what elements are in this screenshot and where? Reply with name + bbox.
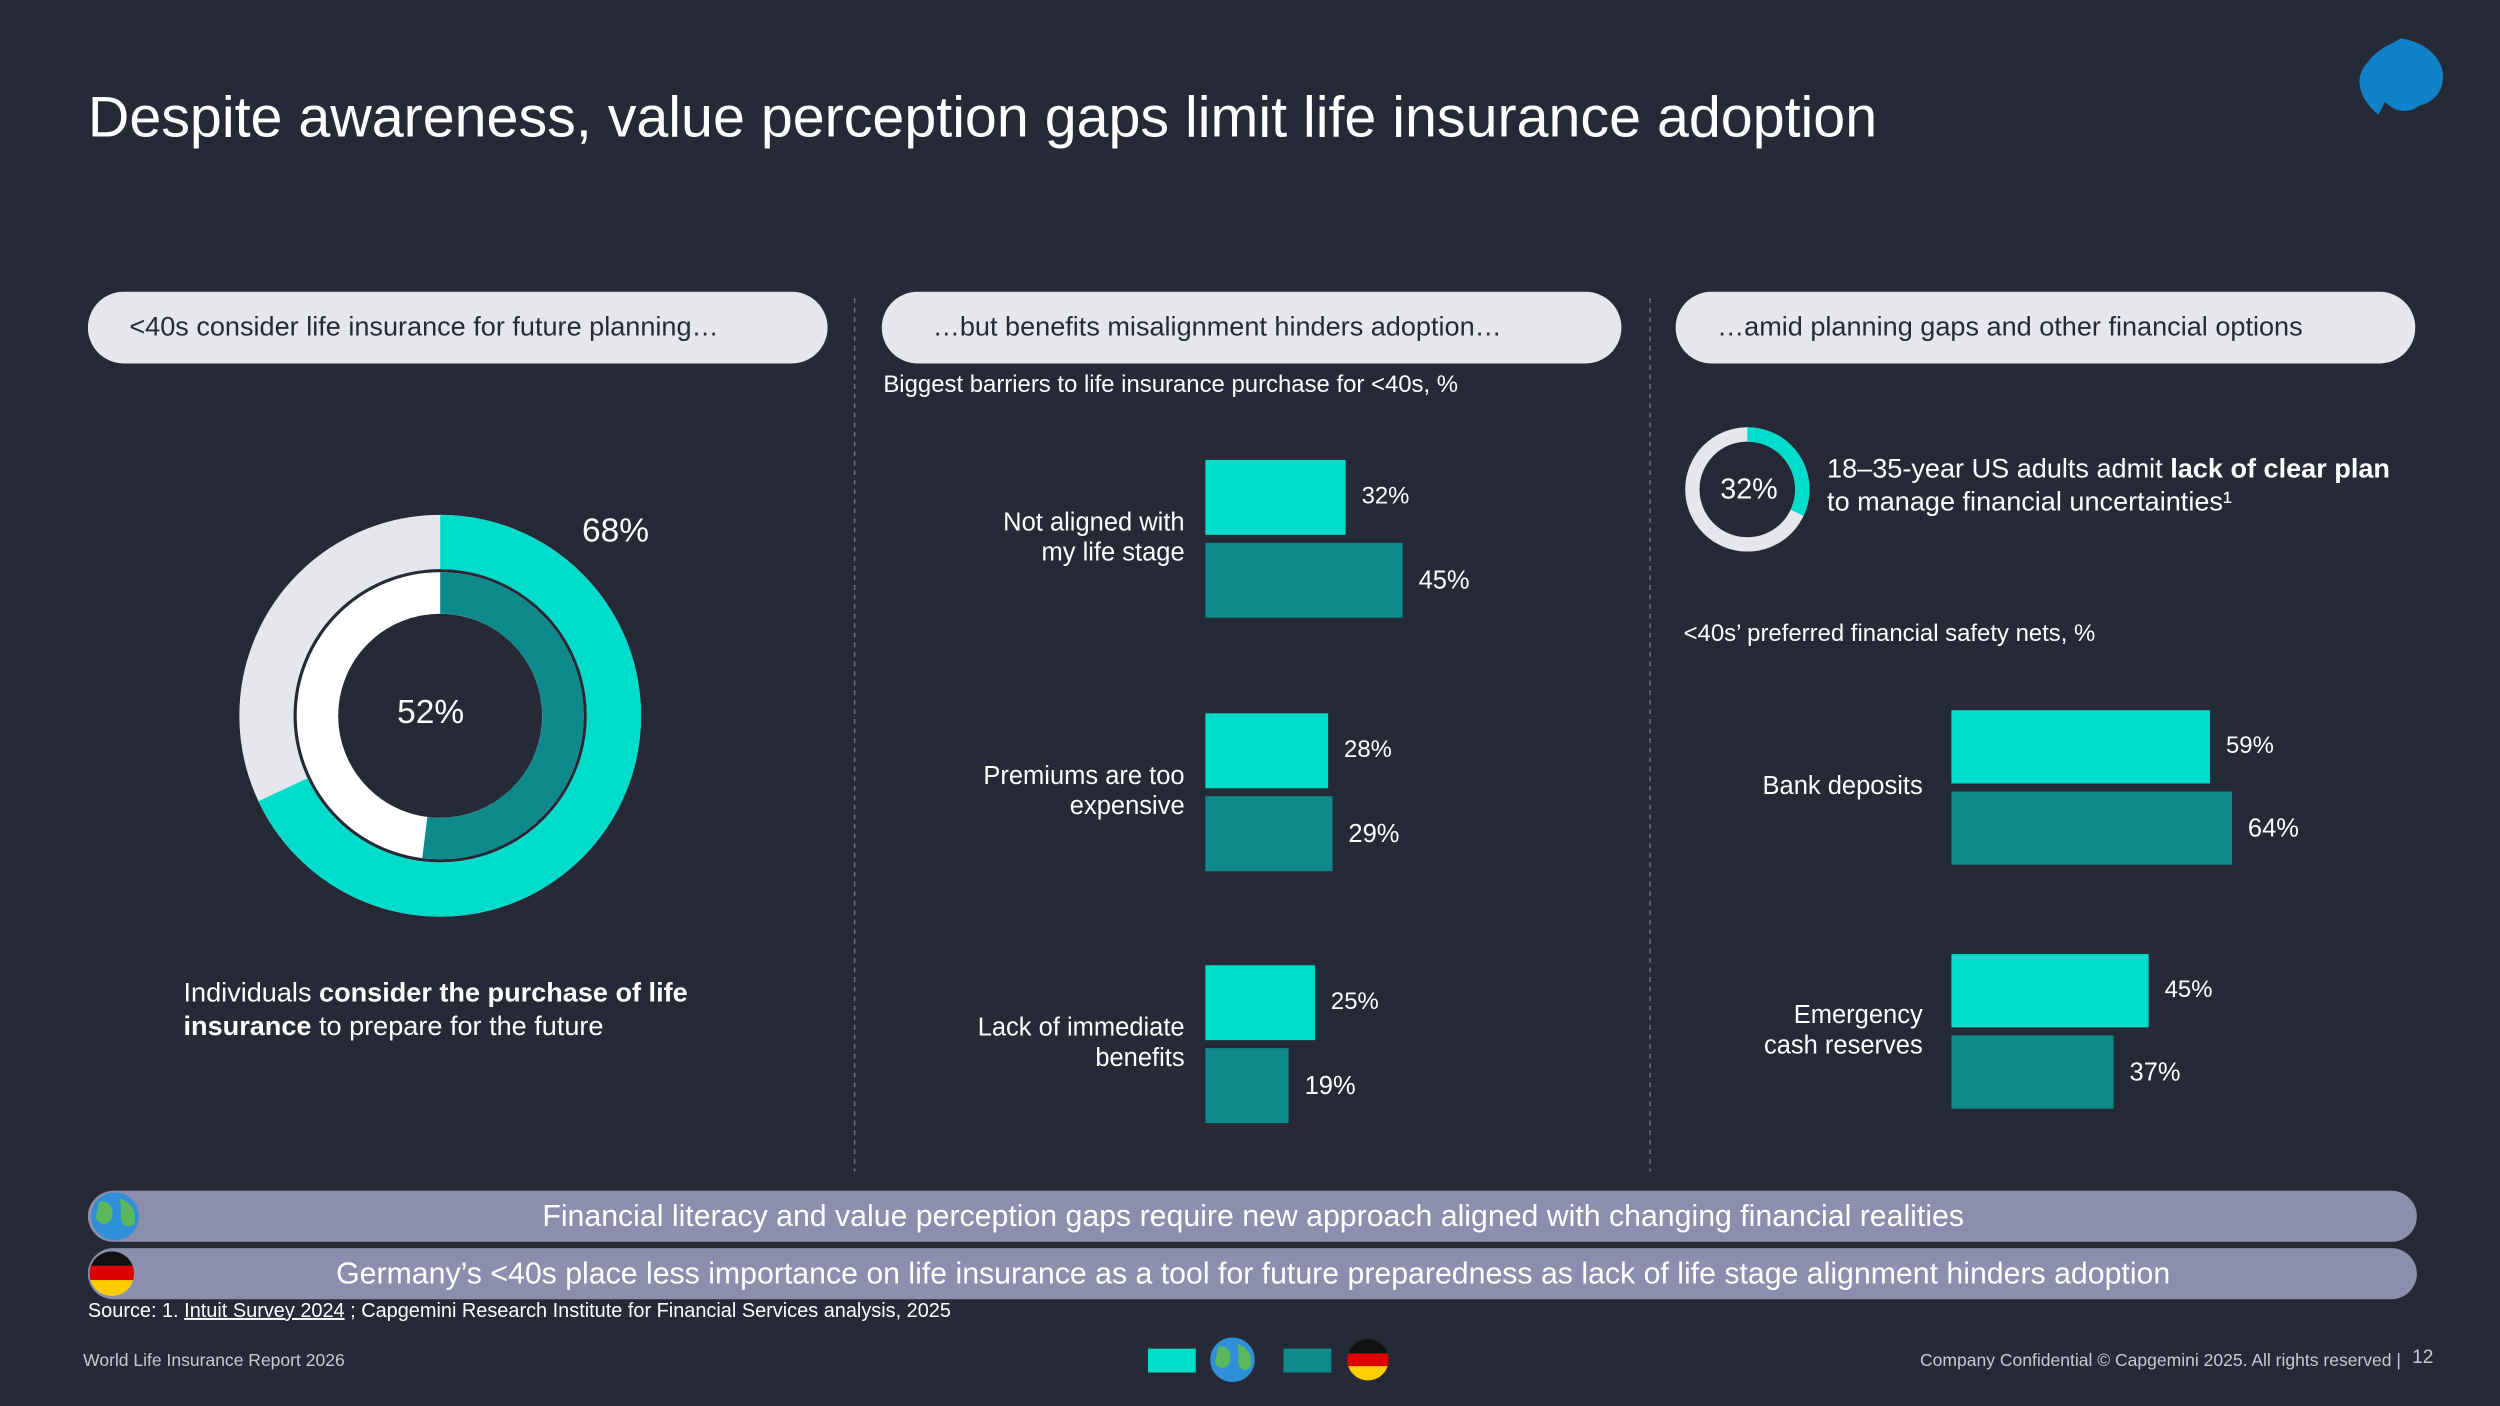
caption: insurance to prepare for the future (184, 1010, 604, 1041)
logo (2359, 38, 2444, 115)
caption-segment: Individuals (184, 977, 319, 1008)
globe-icon (1210, 1337, 1255, 1383)
bar (1205, 459, 1346, 535)
footer-left: World Life Insurance Report 2026 (83, 1350, 345, 1370)
category-label: Premiums are too (983, 762, 1184, 790)
banner-text: Germany’s <40s place less importance on … (336, 1257, 2170, 1290)
legend-swatch (1283, 1348, 1332, 1373)
donut-value-label: 68% (582, 512, 649, 549)
germany-flag-icon (1347, 1339, 1389, 1381)
caption-segment: consider the purchase of life (319, 977, 688, 1008)
category-label: cash reserves (1764, 1031, 1923, 1059)
bar-value-label: 29% (1348, 820, 1399, 848)
caption: Individuals consider the purchase of lif… (184, 977, 688, 1008)
panel-heading: <40s consider life insurance for future … (129, 311, 718, 342)
bar (1205, 965, 1315, 1041)
category-label: my life stage (1042, 539, 1185, 567)
donut-value-label: 52% (397, 694, 464, 731)
caption-segment: to manage financial uncertainties¹ (1827, 486, 2232, 517)
banner (87, 1248, 2417, 1300)
bar (1951, 954, 2149, 1028)
donut-arc (1747, 427, 1810, 516)
footer-right: Company Confidential © Capgemini 2025. A… (1920, 1350, 2401, 1370)
panel-heading-pill (1675, 291, 2416, 364)
bar-value-label: 45% (1419, 567, 1470, 595)
source-segment: ; Capgemini Research Institute for Finan… (345, 1300, 951, 1322)
legend (1210, 1337, 1389, 1383)
panel-heading: …but benefits misalignment hinders adopt… (933, 311, 1502, 342)
germany-flag-icon (89, 1251, 135, 1297)
caption: 18–35-year US adults admit lack of clear… (1827, 452, 2390, 483)
bar (1205, 542, 1403, 618)
source-note: Source: 1. Intuit Survey 2024 ; Capgemin… (88, 1300, 951, 1322)
chart-subtitle: <40s’ preferred financial safety nets, % (1684, 620, 2096, 647)
caption-segment: lack of clear plan (2170, 452, 2390, 483)
donut-value-label: 32% (1720, 474, 1777, 506)
bar-value-label: 25% (1331, 988, 1379, 1015)
category-label: expensive (1070, 792, 1185, 820)
category-label: Bank deposits (1763, 772, 1923, 800)
caption-segment: 18–35-year US adults admit (1827, 452, 2170, 483)
caption-segment: insurance (184, 1010, 312, 1041)
bar (1951, 710, 2211, 784)
page-number: 12 (2412, 1347, 2433, 1368)
bar-value-label: 28% (1344, 736, 1392, 763)
category-label: Not aligned with (1003, 508, 1184, 536)
source-segment: Intuit Survey 2024 (184, 1300, 344, 1322)
slide-title: Despite awareness, value perception gaps… (88, 85, 1877, 149)
bar (1205, 1048, 1289, 1124)
panel-heading: …amid planning gaps and other financial … (1717, 311, 2303, 342)
caption-segment: to prepare for the future (311, 1010, 603, 1041)
bar-value-label: 37% (2130, 1058, 2181, 1086)
category-label: Lack of immediate (978, 1014, 1185, 1042)
bar-value-label: 19% (1305, 1072, 1356, 1100)
category-label: benefits (1095, 1044, 1184, 1072)
banner-text: Financial literacy and value perception … (542, 1200, 1964, 1233)
source-segment: Source: 1. (88, 1300, 184, 1322)
bar (1205, 796, 1333, 872)
bar (1205, 713, 1329, 789)
bar (1951, 791, 2232, 865)
bar (1951, 1035, 2114, 1109)
bar-value-label: 59% (2226, 732, 2274, 759)
chart-subtitle: Biggest barriers to life insurance purch… (883, 371, 1458, 398)
donut-arc (422, 572, 584, 860)
globe-icon (91, 1192, 139, 1241)
banner (87, 1190, 2417, 1242)
panel-heading-pill (881, 291, 1622, 364)
bar-value-label: 64% (2248, 814, 2299, 842)
donut-arc (258, 514, 642, 917)
bar-value-label: 32% (1362, 483, 1410, 510)
bar-value-label: 45% (2165, 976, 2213, 1003)
panel-heading-pill (87, 291, 828, 364)
legend-swatch (1147, 1348, 1196, 1373)
caption: to manage financial uncertainties¹ (1827, 486, 2232, 517)
category-label: Emergency (1794, 1001, 1923, 1029)
